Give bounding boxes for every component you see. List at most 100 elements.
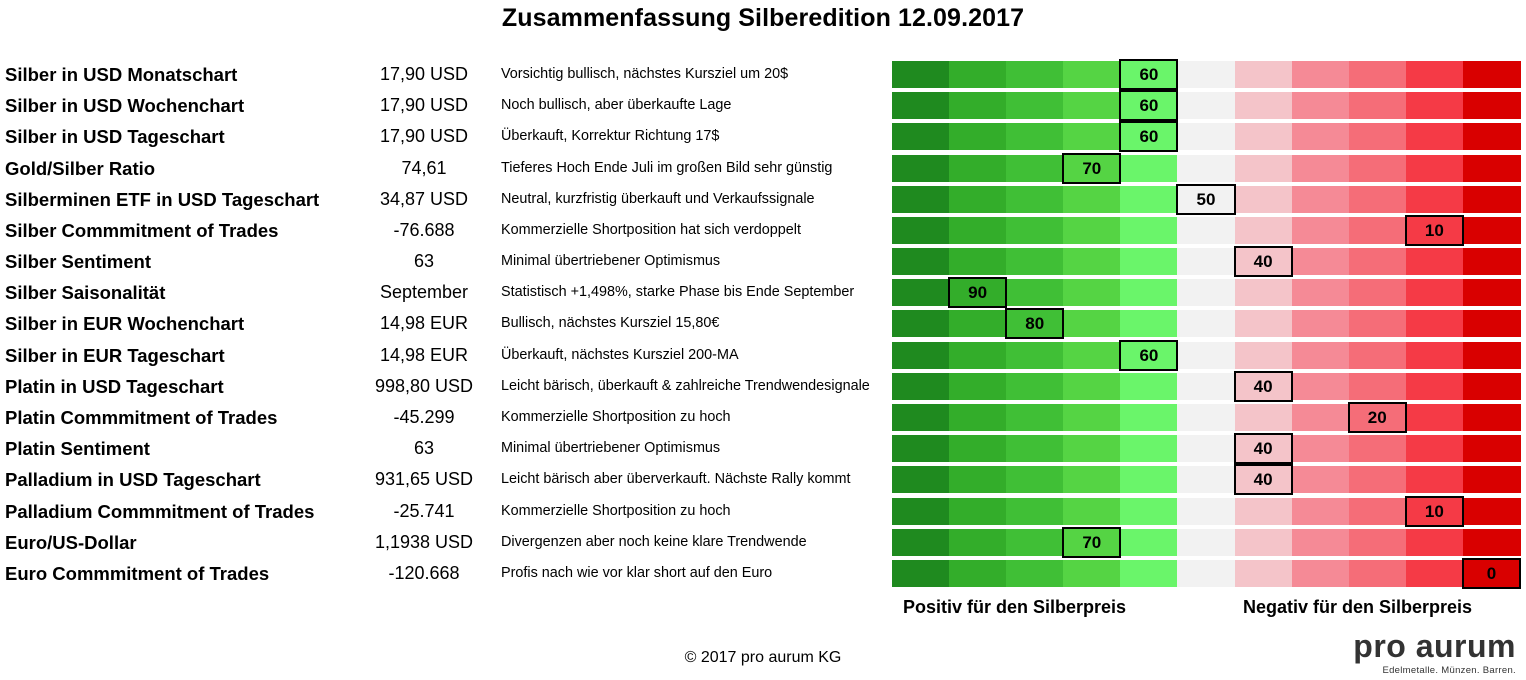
- score-marker: 40: [1233, 246, 1293, 278]
- scale-segment: [1348, 185, 1407, 213]
- rating-scale-bar: 40: [892, 464, 1521, 496]
- scale-segment: [1063, 466, 1121, 494]
- score-marker: 70: [1062, 526, 1122, 558]
- table-row: Platin Sentiment 63 Minimal übertriebener …: [0, 433, 1526, 465]
- copyright: © 2017 pro aurum KG: [684, 649, 842, 666]
- scale-segment: [1006, 497, 1064, 525]
- scale-segment: [949, 372, 1007, 400]
- scale-segment: [892, 341, 950, 369]
- scale-segment: [1177, 372, 1236, 400]
- logo-tagline: Edelmetalle. Münzen. Barren.: [1382, 665, 1516, 676]
- scale-segment: [1348, 466, 1407, 494]
- scale-segment: [892, 372, 950, 400]
- score-marker: 60: [1119, 121, 1179, 153]
- scale-segment: [1462, 279, 1521, 307]
- row-value: September: [379, 282, 469, 303]
- scale-segment: [1405, 466, 1464, 494]
- scale-segment: [1405, 528, 1464, 556]
- table-row: Platin Commmitment of Trades -45.299 Komme…: [0, 401, 1526, 433]
- scale-segment: [892, 559, 950, 587]
- scale-segment: [1462, 372, 1521, 400]
- scale-segment: [1405, 248, 1464, 276]
- scale-segment: [1006, 466, 1064, 494]
- rating-scale-bar: 0: [892, 557, 1521, 589]
- scale-segment: [1234, 559, 1293, 587]
- scale-segment: [892, 466, 950, 494]
- scale-segment: [949, 61, 1007, 88]
- row-value: -76.688: [393, 219, 455, 240]
- score-marker: 0: [1461, 557, 1521, 589]
- row-label: Palladium Commmitment of Trades: [5, 500, 315, 522]
- scale-segment: [1120, 559, 1179, 587]
- scale-segment: [1462, 154, 1521, 182]
- rating-scale-bar: 90: [892, 277, 1521, 309]
- score-marker: 10: [1404, 495, 1464, 527]
- scale-segment: [1177, 528, 1236, 556]
- scale-segment: [1234, 528, 1293, 556]
- scale-segment: [1348, 92, 1407, 120]
- scale-segment: [1291, 154, 1350, 182]
- row-label: Gold/Silber Ratio: [5, 157, 156, 179]
- table-row: Silber in USD Tageschart 17,90 USD Überkau…: [0, 121, 1526, 153]
- scale-segment: [1120, 154, 1179, 182]
- row-value: 931,65 USD: [374, 469, 474, 490]
- scale-segment: [1462, 248, 1521, 276]
- scale-segment: [1006, 528, 1064, 556]
- scale-segment: [1006, 403, 1064, 431]
- scale-segment: [1234, 154, 1293, 182]
- rating-scale-bar: 40: [892, 246, 1521, 278]
- score-marker: 50: [1176, 183, 1236, 215]
- scale-segment: [1234, 61, 1293, 88]
- scale-segment: [1177, 216, 1236, 244]
- scale-segment: [1291, 61, 1350, 88]
- scale-segment: [1234, 310, 1293, 338]
- row-value: 63: [413, 251, 435, 272]
- row-comment: Profis nach wie vor klar short auf den E…: [501, 564, 773, 581]
- scale-segment: [1063, 216, 1121, 244]
- score-marker: 20: [1347, 401, 1407, 433]
- scale-segment: [1234, 92, 1293, 120]
- row-label: Silber Saisonalität: [5, 282, 166, 304]
- row-comment: Überkauft, Korrektur Richtung 17$: [501, 128, 720, 145]
- scale-segment: [892, 123, 950, 151]
- scale-segment: [1063, 123, 1121, 151]
- scale-segment: [892, 92, 950, 120]
- rating-scale-bar: 80: [892, 308, 1521, 340]
- row-comment: Bullisch, nächstes Kursziel 15,80€: [501, 315, 720, 332]
- scale-segment: [892, 154, 950, 182]
- table-row: Platin in USD Tageschart 998,80 USD Leicht…: [0, 370, 1526, 402]
- scale-segment: [949, 92, 1007, 120]
- scale-segment: [1234, 123, 1293, 151]
- row-value: 1,1938 USD: [374, 531, 474, 552]
- scale-segment: [1120, 497, 1179, 525]
- row-value: 74,61: [401, 157, 447, 178]
- scale-segment: [1462, 185, 1521, 213]
- scale-segment: [1006, 341, 1064, 369]
- scale-segment: [1291, 372, 1350, 400]
- scale-segment: [1291, 435, 1350, 463]
- scale-segment: [1006, 154, 1064, 182]
- rating-scale-bar: 10: [892, 214, 1521, 246]
- scale-segment: [1120, 528, 1179, 556]
- scale-segment: [1006, 185, 1064, 213]
- table-row: Palladium in USD Tageschart 931,65 USD Lei…: [0, 464, 1526, 496]
- scale-segment: [1348, 248, 1407, 276]
- rating-scale-bar: 10: [892, 495, 1521, 527]
- scale-segment: [1177, 310, 1236, 338]
- scale-segment: [1120, 248, 1179, 276]
- row-value: 63: [413, 438, 435, 459]
- scale-segment: [892, 279, 950, 307]
- scale-segment: [1405, 279, 1464, 307]
- scale-segment: [1120, 372, 1179, 400]
- scale-segment: [1291, 341, 1350, 369]
- table-row: Silber in EUR Wochenchart 14,98 EUR Bullis…: [0, 308, 1526, 340]
- score-marker: 40: [1233, 433, 1293, 465]
- scale-segment: [1291, 185, 1350, 213]
- scale-segment: [892, 435, 950, 463]
- chart-title: Zusammenfassung Silberedition 12.09.2017: [501, 4, 1025, 32]
- score-marker: 40: [1233, 370, 1293, 402]
- scale-segment: [1405, 559, 1464, 587]
- scale-segment: [1348, 279, 1407, 307]
- scale-segment: [1462, 61, 1521, 88]
- scale-segment: [1348, 435, 1407, 463]
